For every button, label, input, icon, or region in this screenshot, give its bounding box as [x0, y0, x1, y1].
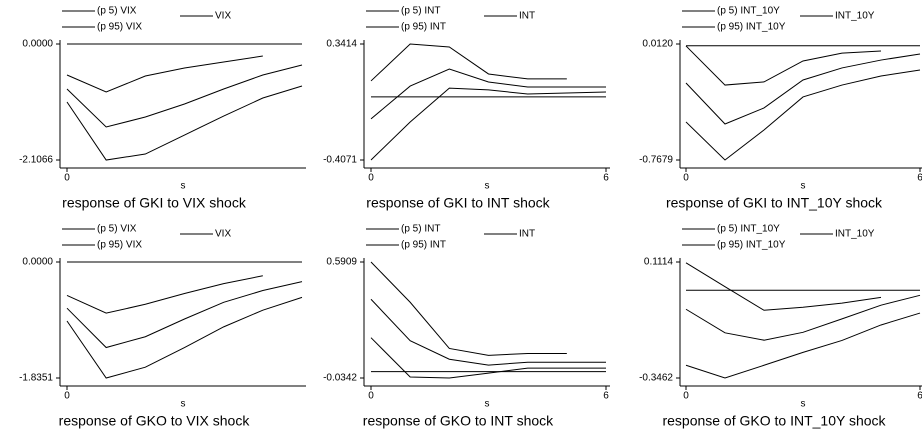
x-tick-label: 0: [683, 391, 689, 402]
legend-label: (p 95) INT_10Y: [717, 240, 786, 251]
legend-label: VIX: [215, 229, 231, 240]
y-tick-label: 0.5909: [326, 257, 357, 268]
legend-label: (p 5) VIX: [97, 224, 137, 235]
chart-title: response of GKI to INT shock: [366, 195, 550, 211]
x-axis-label: s: [485, 181, 490, 192]
y-tick-label: 0.3414: [326, 39, 357, 50]
series-line: [685, 53, 921, 125]
legend-label: (p 95) INT: [401, 240, 446, 251]
series-line: [370, 43, 567, 82]
y-tick-label: 0.1114: [644, 257, 674, 268]
x-axis-label: s: [801, 399, 806, 410]
chart-title: response of GKI to INT_10Y shock: [666, 195, 883, 211]
legend-label: VIX: [215, 11, 231, 22]
chart-title: response of GKO to INT_10Y shock: [662, 413, 886, 429]
series-line: [66, 281, 303, 349]
chart-title: response of GKO to INT shock: [363, 413, 554, 429]
legend-label: (p 95) VIX: [97, 240, 142, 251]
x-tick-label: 0: [64, 173, 70, 184]
y-tick-label: 0.0000: [22, 39, 53, 50]
series-line: [66, 275, 263, 314]
legend-label: (p 95) INT: [401, 22, 446, 33]
legend-label: (p 5) INT: [401, 224, 440, 235]
legend-label: INT: [519, 11, 535, 22]
x-tick-label: 0: [368, 391, 374, 402]
y-tick-label: -0.0342: [323, 373, 357, 384]
legend-label: (p 95) INT_10Y: [717, 22, 786, 33]
x-axis-label: s: [181, 181, 186, 192]
legend-label: (p 5) INT_10Y: [717, 224, 780, 235]
x-tick-label: 0: [64, 391, 70, 402]
legend-label: (p 5) INT: [401, 6, 440, 17]
series-line: [66, 85, 303, 161]
x-tick-label: 0: [683, 173, 689, 184]
series-line: [685, 69, 921, 161]
series-line: [370, 298, 606, 366]
x-tick-label: 6: [603, 391, 609, 402]
series-line: [66, 296, 303, 379]
y-tick-label: -0.3462: [639, 373, 673, 384]
series-line: [370, 68, 606, 120]
legend-label: (p 95) VIX: [97, 22, 142, 33]
y-tick-label: 0.0120: [642, 39, 673, 50]
x-tick-label: 6: [603, 173, 609, 184]
x-tick-label: 6: [917, 391, 922, 402]
y-tick-label: -0.7679: [639, 155, 673, 166]
legend-label: INT_10Y: [835, 229, 875, 240]
x-tick-label: 6: [917, 173, 922, 184]
series-line: [66, 55, 263, 93]
y-tick-label: -2.1066: [19, 155, 53, 166]
series-line: [370, 337, 606, 379]
series-line: [685, 312, 921, 379]
chart-title: response of GKI to VIX shock: [62, 195, 247, 211]
series-line: [370, 87, 607, 161]
y-tick-label: 0.0000: [22, 257, 53, 268]
x-axis-label: s: [485, 399, 490, 410]
legend-label: (p 5) INT_10Y: [717, 6, 780, 17]
x-axis-label: s: [801, 181, 806, 192]
y-tick-label: -1.8351: [19, 373, 53, 384]
legend-label: INT_10Y: [835, 11, 875, 22]
series-line: [66, 64, 303, 128]
legend-label: (p 5) VIX: [97, 6, 137, 17]
series-line: [685, 262, 882, 311]
series-line: [685, 45, 882, 86]
x-axis-label: s: [181, 399, 186, 410]
series-line: [370, 261, 567, 356]
legend-label: INT: [519, 229, 535, 240]
series-line: [685, 294, 921, 341]
chart-title: response of GKO to VIX shock: [59, 413, 251, 429]
y-tick-label: -0.4071: [323, 155, 357, 166]
x-tick-label: 0: [368, 173, 374, 184]
